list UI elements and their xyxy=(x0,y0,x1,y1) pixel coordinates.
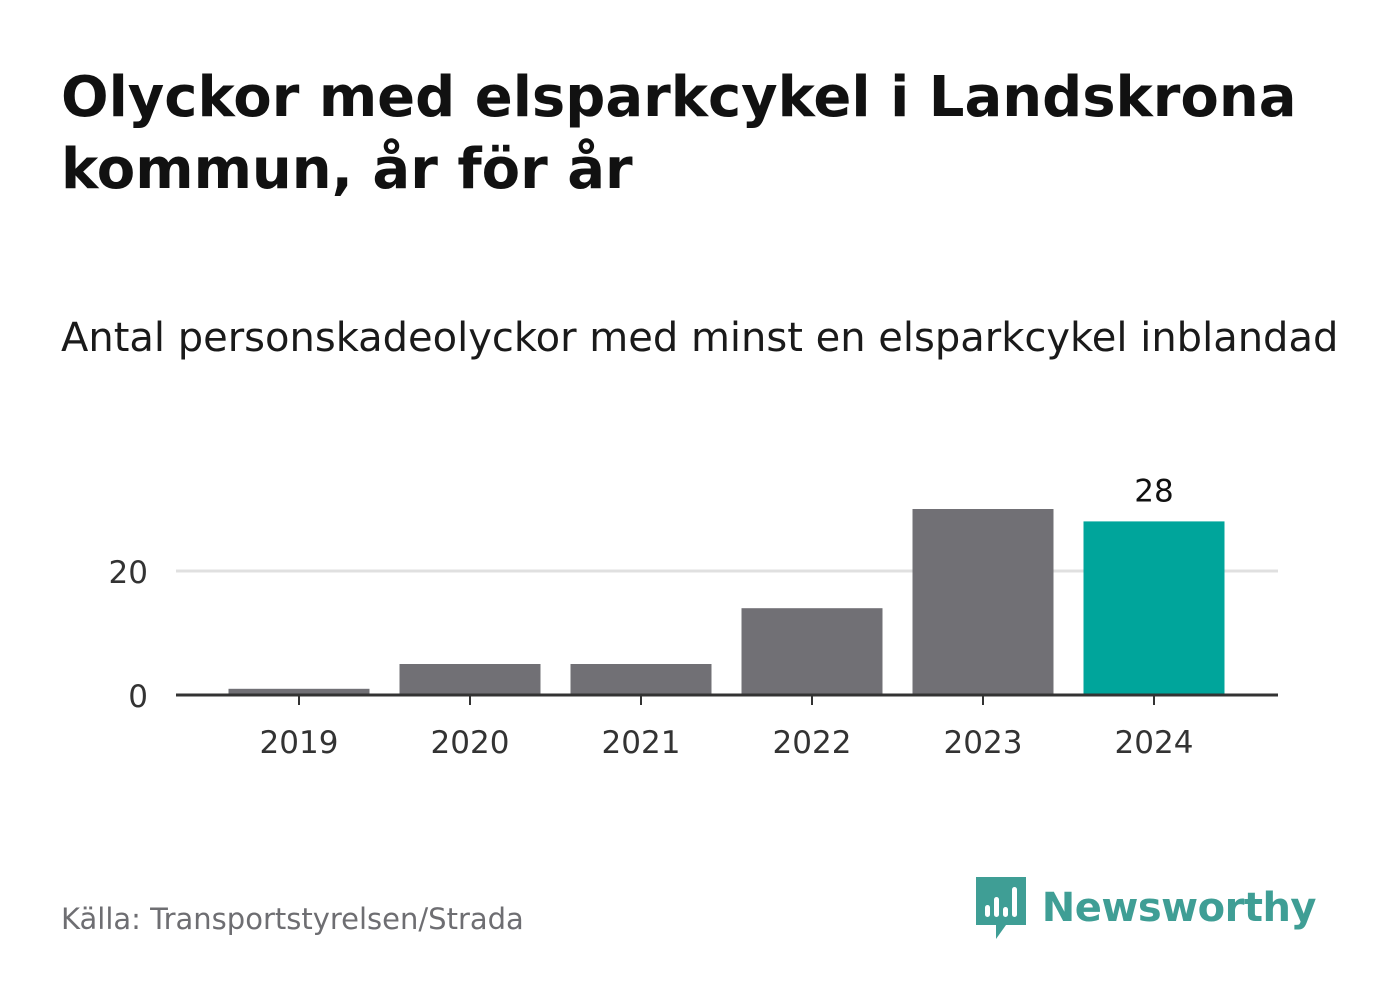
axis-layer xyxy=(176,693,1278,705)
bar-chart: 0 20 2019 2020 2021 2022 2023 28 2024 xyxy=(109,473,1278,761)
bar-2023 xyxy=(912,509,1054,695)
x-tick-label: 2021 xyxy=(602,725,681,761)
brand-name: Newsworthy xyxy=(1041,885,1317,931)
brand-logo: Newsworthy xyxy=(975,876,1317,940)
x-tick-label: 2023 xyxy=(944,725,1023,761)
x-tick-label: 2024 xyxy=(1115,725,1194,761)
y-tick-label: 0 xyxy=(128,679,148,715)
bar-2020 xyxy=(399,664,541,695)
bar-2021 xyxy=(570,664,712,695)
chart-subtitle: Antal personskadeolyckor med minst en el… xyxy=(61,315,1339,361)
y-tick-label: 20 xyxy=(109,555,148,591)
x-tick-label: 2019 xyxy=(260,725,339,761)
bar-2019 xyxy=(228,688,370,695)
label-layer: 0 20 2019 2020 2021 2022 2023 28 2024 xyxy=(109,473,1194,761)
x-tick-label: 2022 xyxy=(773,725,852,761)
bar-2022 xyxy=(741,608,883,695)
data-label: 28 xyxy=(1134,473,1173,509)
source-note: Källa: Transportstyrelsen/Strada xyxy=(61,902,524,936)
x-tick-label: 2020 xyxy=(431,725,510,761)
bar-layer xyxy=(228,509,1225,695)
chart-title: Olyckor med elsparkcykel i Landskrona ko… xyxy=(61,65,1297,202)
newsworthy-chart-bubble-icon xyxy=(975,877,1026,939)
bar-2024 xyxy=(1083,521,1225,695)
